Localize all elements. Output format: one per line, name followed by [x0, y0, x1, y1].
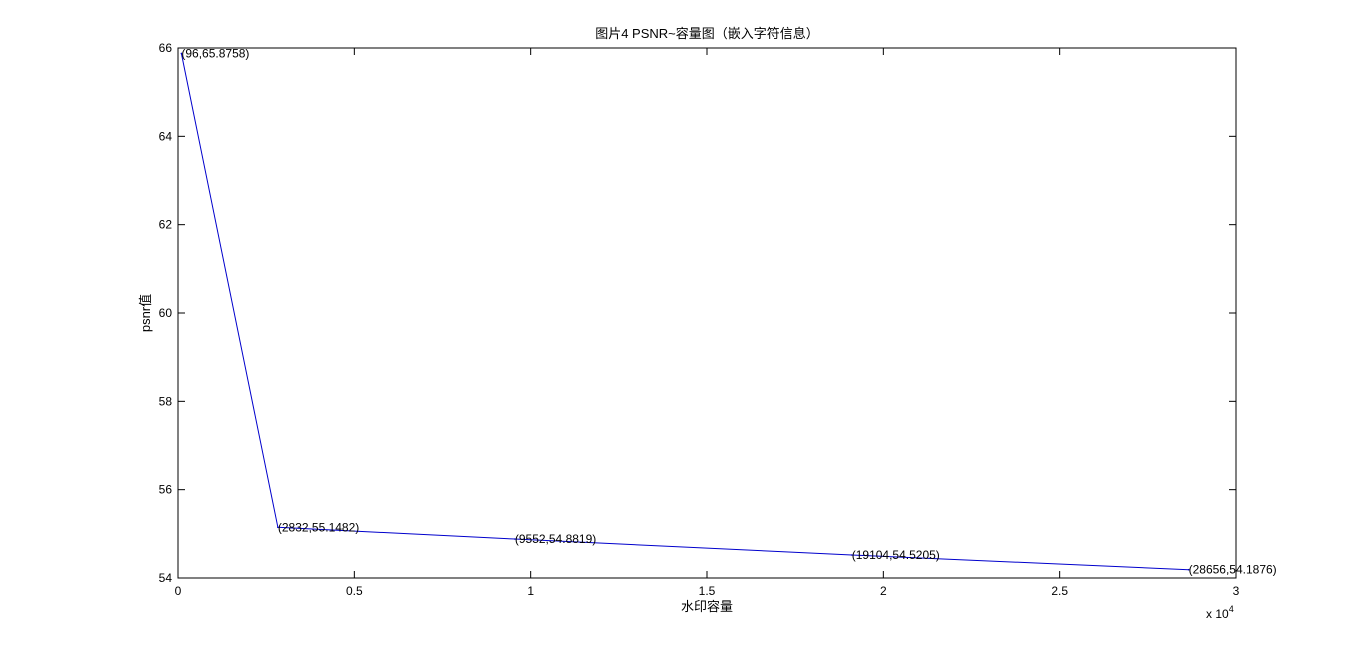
data-point: [850, 554, 853, 556]
x-axis-title: 水印容量: [681, 599, 733, 614]
x-tick-label: 2.5: [1051, 584, 1068, 598]
y-tick-label: 54: [159, 571, 173, 585]
axis-ticks: [177, 47, 1237, 579]
chart-title: 图片4 PSNR~容量图（嵌入字符信息）: [595, 26, 819, 41]
y-tick-label: 58: [159, 394, 173, 408]
x-axis-exponent-base: x 10: [1206, 607, 1229, 621]
data-point-label: (28656,54.1876): [1189, 563, 1277, 577]
x-tick-label: 2: [880, 584, 887, 598]
data-point-label: (9552,54.8819): [515, 532, 596, 546]
y-tick-label: 64: [159, 129, 173, 143]
x-axis-exponent-power: 4: [1229, 604, 1234, 614]
data-point: [180, 52, 183, 55]
data-annotations: (96,65.8758) (2832,55.1482) (9552,54.8819)…: [181, 46, 1276, 576]
axis-tick-labels: 0 0.5 1 1.5 2 2.5 3 54 56 58 60 62 64 66: [159, 41, 1240, 598]
data-point-label: (96,65.8758): [181, 46, 249, 60]
data-point: [514, 538, 516, 540]
y-axis-title: psnr值: [138, 294, 153, 332]
data-series: [180, 52, 1190, 571]
y-tick-label: 66: [159, 41, 173, 55]
data-point-label: (2832,55.1482): [278, 520, 359, 534]
y-tick-label: 56: [159, 483, 173, 497]
y-tick-label: 62: [159, 218, 173, 232]
data-point: [1187, 568, 1190, 571]
x-tick-label: 1: [527, 584, 534, 598]
x-tick-label: 1.5: [699, 584, 716, 598]
y-tick-label: 60: [159, 306, 173, 320]
x-tick-label: 0.5: [346, 584, 363, 598]
data-point-label: (19104,54.5205): [852, 548, 940, 562]
x-axis-exponent: x 104: [1206, 604, 1234, 621]
x-tick-label: 3: [1233, 584, 1240, 598]
plot-area: [177, 47, 1237, 579]
x-tick-label: 0: [175, 584, 182, 598]
data-point: [277, 526, 279, 529]
